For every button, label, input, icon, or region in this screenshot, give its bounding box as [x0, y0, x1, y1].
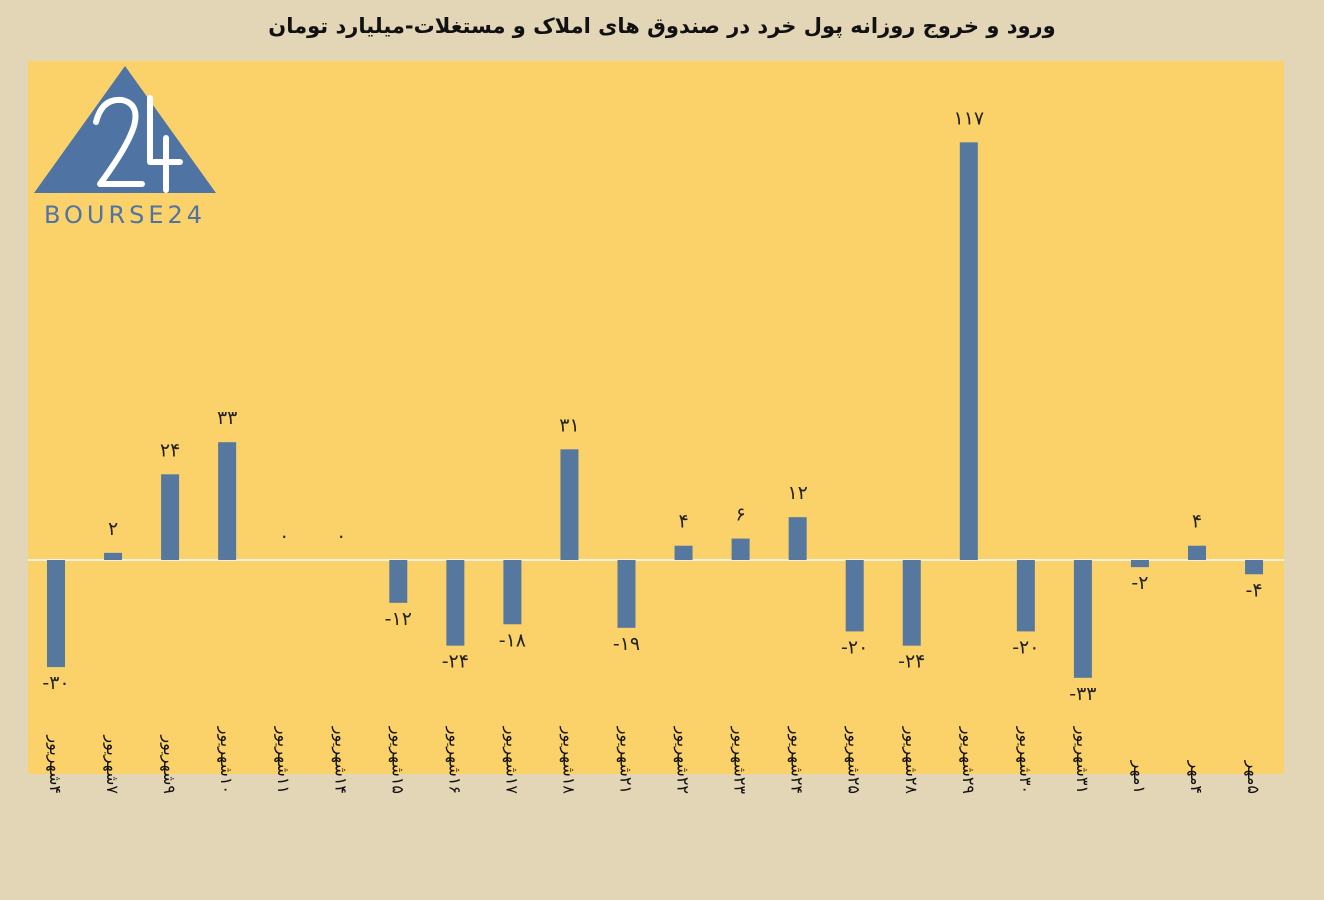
logo-digit-4 [147, 95, 183, 193]
logo-triangle [34, 66, 216, 193]
bourse24-logo: BOURSE24 [34, 66, 216, 229]
logo-wordmark: BOURSE24 [44, 201, 206, 229]
logo-digit-2 [93, 96, 145, 187]
chart-title: ورود و خروج روزانه پول خرد در صندوق های … [268, 14, 1056, 38]
